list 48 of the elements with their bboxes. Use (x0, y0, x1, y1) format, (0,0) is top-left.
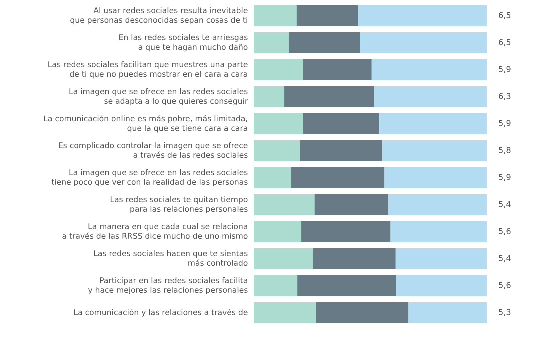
bar (360, 32, 487, 54)
bar (254, 302, 316, 324)
text: 6,5 (499, 39, 511, 46)
bar (300, 140, 383, 162)
text: 5,8 (499, 147, 511, 154)
bar (303, 113, 380, 135)
bar (374, 86, 487, 108)
text: 5,6 (499, 228, 511, 236)
bar (388, 194, 487, 216)
bar (254, 140, 300, 162)
bar (254, 194, 315, 216)
text: 5,4 (499, 201, 511, 208)
bar (254, 275, 298, 297)
bar (254, 86, 285, 108)
bar (396, 275, 487, 297)
bar (254, 32, 290, 54)
bar (303, 59, 372, 81)
bar (358, 5, 487, 27)
text: 5,6 (499, 282, 511, 290)
bar (254, 248, 314, 270)
bar (254, 113, 304, 135)
bar (254, 221, 302, 243)
text: 6,5 (499, 12, 511, 20)
bar (408, 302, 487, 324)
bar (313, 248, 396, 270)
bar (254, 167, 292, 189)
bar (372, 59, 487, 81)
bar (289, 32, 360, 54)
bar (396, 248, 487, 270)
text: 6,3 (499, 93, 511, 100)
text: 5,9 (499, 66, 511, 74)
text: 5,9 (499, 174, 511, 182)
bar (254, 5, 297, 27)
bar (384, 167, 487, 189)
text: 5,3 (499, 309, 511, 316)
bar (302, 221, 391, 243)
bar (314, 194, 389, 216)
bar (254, 59, 304, 81)
bar (380, 113, 487, 135)
bar (382, 140, 487, 162)
bar (298, 275, 396, 297)
text: 5,9 (499, 120, 511, 128)
bar (296, 5, 358, 27)
bar (316, 302, 409, 324)
text: 5,4 (499, 255, 511, 262)
bar (284, 86, 374, 108)
bar (292, 167, 385, 189)
bar (390, 221, 487, 243)
